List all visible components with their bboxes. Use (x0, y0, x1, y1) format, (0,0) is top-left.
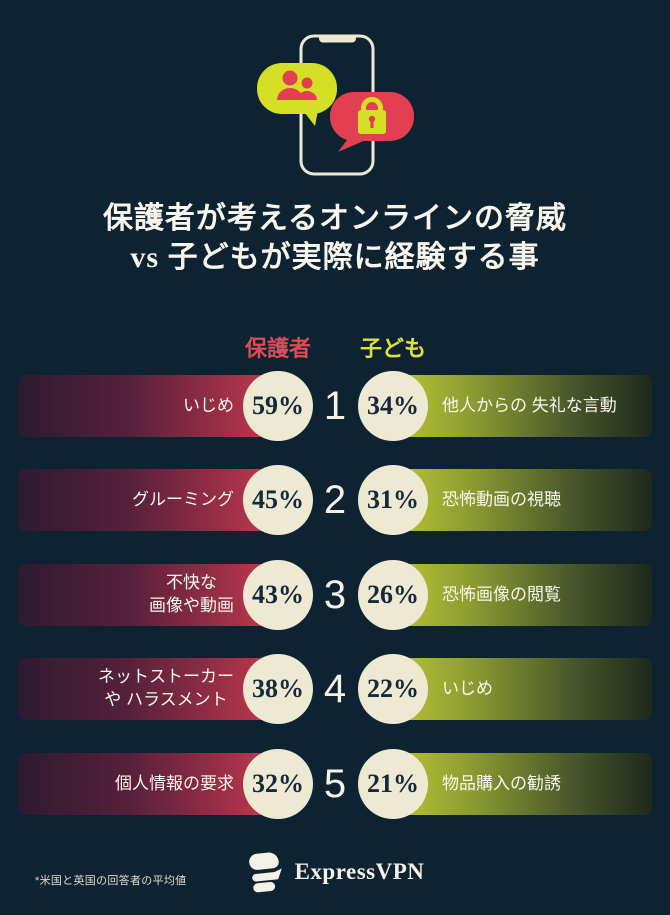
rank-number: 2 (323, 477, 347, 522)
people-chat-bubble-icon (257, 63, 337, 126)
comparison-row: 不快な 画像や動画 43% 3 恐怖画像の閲覧 26% (0, 560, 670, 630)
child-value-badge: 31% (358, 465, 428, 535)
page-title-line1: 保護者が考えるオンラインの脅威 (102, 202, 568, 235)
parent-label: 不快な 画像や動画 (149, 573, 234, 615)
comparison-row: 個人情報の要求 32% 5 物品購入の勧誘 21% (0, 749, 670, 819)
rank-number: 3 (323, 572, 347, 617)
rank-number: 1 (323, 383, 347, 428)
page-title-line2: vs 子どもが実際に経験する事 (130, 241, 540, 274)
parent-label: 個人情報の要求 (115, 773, 234, 793)
parent-value-badge: 32% (243, 749, 313, 819)
child-label: 恐怖画像の閲覧 (442, 584, 561, 604)
page-title: 保護者が考えるオンラインの脅威 vs 子どもが実際に経験する事 (0, 199, 670, 277)
lock-chat-bubble-icon (330, 92, 414, 152)
rank-number: 4 (323, 666, 347, 711)
parent-value-badge: 59% (243, 371, 313, 441)
parent-value-badge: 43% (243, 560, 313, 630)
expressvpn-logo-icon (248, 852, 282, 893)
comparison-row: グルーミング 45% 2 恐怖動画の視聴 31% (0, 465, 670, 535)
brand-lockup: ExpressVPN (0, 848, 670, 896)
child-label: いじめ (442, 678, 493, 698)
parent-label: グルーミング (132, 489, 234, 509)
child-label: 恐怖動画の視聴 (442, 489, 561, 509)
parent-value-badge: 45% (243, 465, 313, 535)
child-value-badge: 34% (358, 371, 428, 441)
phone-chat-illustration (257, 34, 414, 176)
parent-label: ネットストーカー や ハラスメント (98, 667, 234, 709)
parent-label: いじめ (183, 395, 234, 415)
rank-number: 5 (323, 761, 347, 806)
column-header-children: 子ども (359, 336, 426, 361)
parent-value-badge: 38% (243, 654, 313, 724)
brand-name: ExpressVPN (294, 859, 425, 884)
child-value-badge: 22% (358, 654, 428, 724)
column-header-parents: 保護者 (244, 336, 311, 361)
footnote: *米国と英国の回答者の平均値 (35, 875, 187, 887)
comparison-row: ネットストーカー や ハラスメント 38% 4 いじめ 22% (0, 654, 670, 724)
child-label: 他人からの 失礼な言動 (442, 395, 617, 415)
child-label: 物品購入の勧誘 (442, 773, 561, 793)
comparison-row: いじめ 59% 1 他人からの 失礼な言動 34% (0, 371, 670, 441)
child-value-badge: 21% (358, 749, 428, 819)
child-value-badge: 26% (358, 560, 428, 630)
